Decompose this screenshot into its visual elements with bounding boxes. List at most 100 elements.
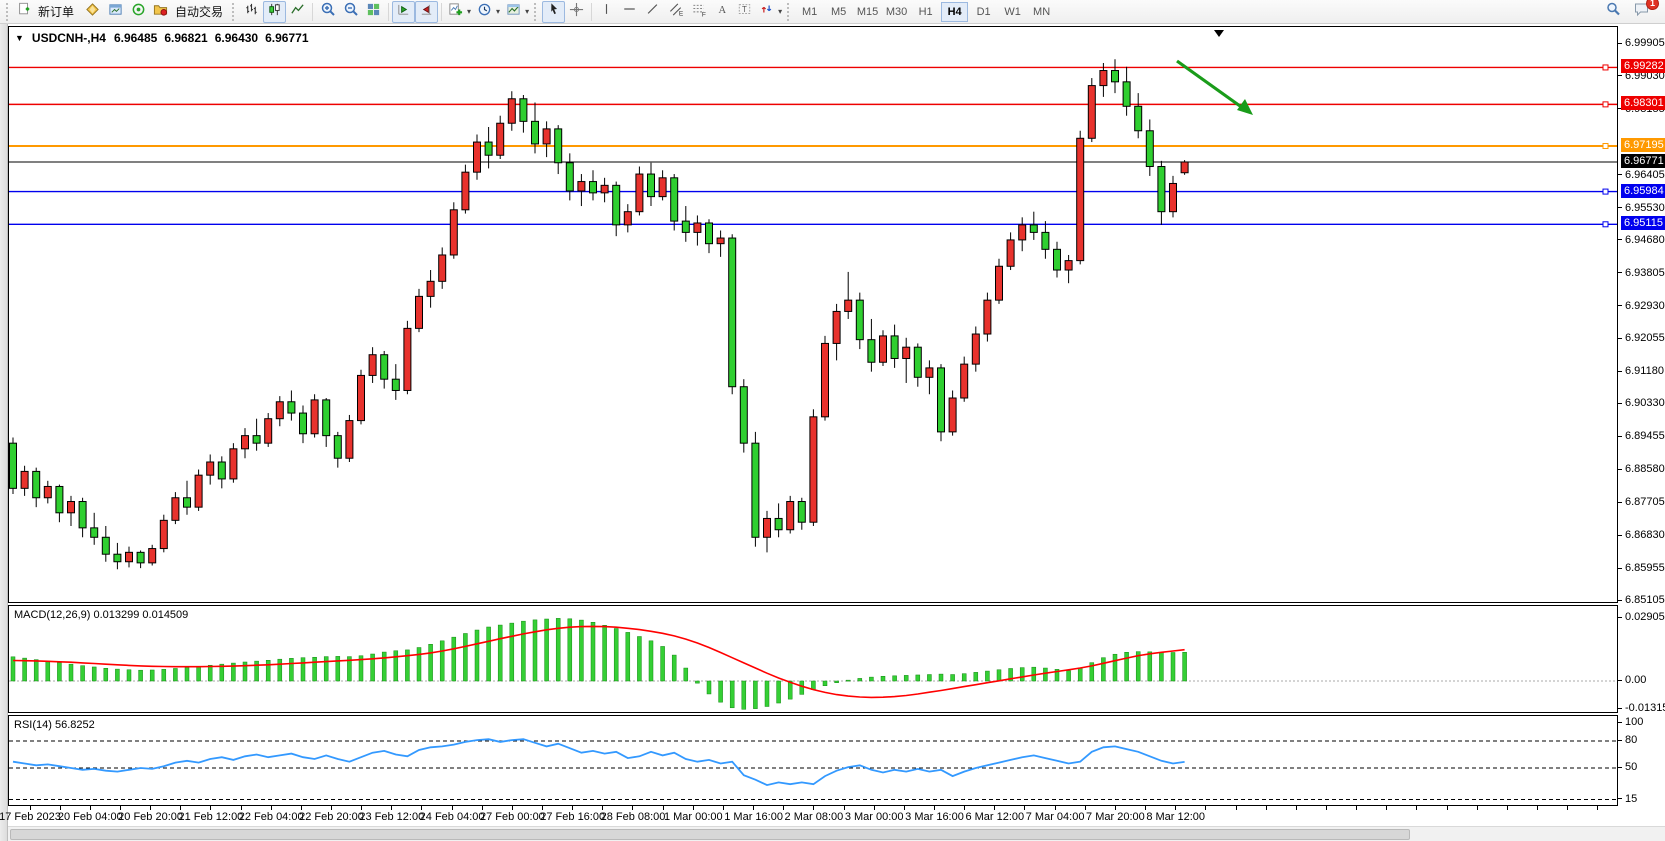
timeframe-M30[interactable]: M30 <box>885 5 908 18</box>
horizontal-scrollbar[interactable] <box>8 826 1665 841</box>
macd-histogram-bar <box>613 628 619 682</box>
tile-windows-button[interactable] <box>362 1 385 23</box>
candle-body <box>333 435 342 459</box>
macd-histogram-bar <box>834 680 839 683</box>
arrows-tool-button[interactable]: ▾ <box>756 1 785 23</box>
time-axis-tick <box>844 806 845 810</box>
toolbar-drag-handle[interactable] <box>787 2 791 21</box>
main-chart-panel[interactable]: ▼ USDCNH-,H4 6.96485 6.96821 6.96430 6.9… <box>8 26 1618 603</box>
zoom-in-button[interactable] <box>316 1 339 23</box>
macd-histogram-bar <box>776 680 781 704</box>
trendline-tool-button[interactable] <box>641 1 664 23</box>
macd-panel[interactable]: MACD(12,26,9) 0.013299 0.014509 <box>8 605 1618 713</box>
horizontal-line-tool-button[interactable] <box>618 1 641 23</box>
macd-histogram-bar <box>1147 651 1153 682</box>
macd-histogram-bar <box>822 680 828 687</box>
candle-body <box>357 374 365 422</box>
chart-window-button[interactable] <box>104 1 127 23</box>
crosshair-icon <box>569 2 584 22</box>
rsi-chart <box>9 738 1617 800</box>
time-axis[interactable]: 17 Feb 2023 20 Feb 04:00 20 Feb 20:00 21 Fe… <box>0 806 1665 826</box>
chart-shift-button[interactable] <box>415 0 439 23</box>
chart-title: ▼ USDCNH-,H4 6.96485 6.96821 6.96430 6.9… <box>15 31 309 45</box>
candle-body <box>763 517 771 538</box>
timeframe-H1[interactable]: H1 <box>918 5 933 18</box>
indicators-button[interactable]: ▾ <box>445 1 474 23</box>
candle-body <box>681 220 690 233</box>
time-axis-tick <box>1175 806 1176 810</box>
candle-body <box>995 265 1003 301</box>
macd-histogram-bar <box>80 665 85 682</box>
channel-icon: E <box>668 2 684 22</box>
periods-button[interactable]: ▾ <box>474 1 503 23</box>
candle-body <box>565 162 574 192</box>
toolbar-drag-handle[interactable] <box>6 2 10 21</box>
timeframe-M5[interactable]: M5 <box>830 5 847 18</box>
auto-trading-icon <box>153 2 168 22</box>
crosshair-tool-button[interactable] <box>565 1 588 23</box>
timeframe-H4[interactable]: H4 <box>941 1 969 22</box>
candle-body <box>461 171 470 211</box>
timeframe-MN[interactable]: MN <box>1033 5 1051 18</box>
candle-body <box>159 519 168 550</box>
dropdown-caret-icon: ▾ <box>496 7 501 16</box>
auto-scroll-button[interactable] <box>392 0 416 23</box>
timeframe-M15[interactable]: M15 <box>856 5 879 18</box>
bar-chart-mode-button[interactable] <box>240 1 263 23</box>
auto-trading-button[interactable]: 自动交易 <box>150 1 230 23</box>
time-axis-label: 22 Feb 04:00 <box>238 811 304 823</box>
quotes-button[interactable] <box>81 1 104 23</box>
macd-histogram-bar <box>648 640 654 682</box>
candle-body <box>507 98 516 124</box>
candle-body <box>890 335 899 359</box>
macd-histogram-bar <box>196 666 201 682</box>
macd-signal-line <box>12 625 1185 699</box>
left-dock-gutter[interactable] <box>0 24 8 841</box>
new-order-button[interactable]: 新订单 <box>14 1 81 23</box>
macd-histogram-bar <box>857 678 863 682</box>
cursor-tool-button[interactable] <box>542 0 566 23</box>
notifications-button[interactable]: 1 <box>1630 0 1659 23</box>
scrollbar-thumb[interactable] <box>10 829 1410 840</box>
candle-body <box>1099 70 1108 87</box>
timeframe-D1[interactable]: D1 <box>976 5 991 18</box>
rsi-panel[interactable]: RSI(14) 56.8252 <box>8 715 1618 806</box>
chart-title-collapse-icon[interactable]: ▼ <box>15 33 24 43</box>
macd-histogram-bar <box>231 662 236 682</box>
signal-button[interactable] <box>127 1 150 23</box>
equidistant-channel-tool-button[interactable]: E <box>664 1 687 23</box>
candle-body <box>484 141 493 156</box>
zoom-out-button[interactable] <box>339 1 362 23</box>
price-axis[interactable]: 6.999056.990306.981556.964056.955306.946… <box>1618 26 1665 806</box>
timeframe-W1[interactable]: W1 <box>1004 5 1021 18</box>
timeframe-M1[interactable]: M1 <box>801 5 818 18</box>
candle-body <box>623 211 632 226</box>
toolbar-drag-handle[interactable] <box>534 2 538 21</box>
text-tool-button[interactable]: A <box>710 1 733 23</box>
time-axis-label: 3 Mar 00:00 <box>844 811 904 823</box>
macd-histogram-bar <box>1066 670 1071 682</box>
search-button[interactable] <box>1601 1 1624 23</box>
text-tool-icon: A <box>715 2 729 21</box>
candle-body <box>148 548 157 564</box>
candlestick-mode-button[interactable] <box>263 0 287 23</box>
time-axis-label: 27 Feb 16:00 <box>540 811 606 823</box>
time-axis-tick <box>1024 806 1025 810</box>
line-chart-mode-button[interactable] <box>286 1 309 23</box>
macd-histogram-bar <box>300 657 306 682</box>
vertical-line-tool-button[interactable] <box>595 1 618 23</box>
main-toolbar: 新订单 自动交易 <box>0 0 1665 24</box>
fibonacci-tool-button[interactable]: F <box>687 1 710 23</box>
macd-histogram-bar <box>741 680 747 710</box>
templates-button[interactable]: ▾ <box>503 1 532 23</box>
candle-body <box>67 501 75 514</box>
toolbar-drag-handle[interactable] <box>232 2 236 21</box>
axis-tick <box>1618 740 1622 741</box>
time-axis-tick <box>1416 806 1417 810</box>
candle-body <box>1134 105 1143 132</box>
label-tool-button[interactable]: T <box>733 1 756 23</box>
time-axis-tick <box>421 806 422 810</box>
candle-body <box>531 120 539 145</box>
time-axis-tick <box>904 806 905 810</box>
